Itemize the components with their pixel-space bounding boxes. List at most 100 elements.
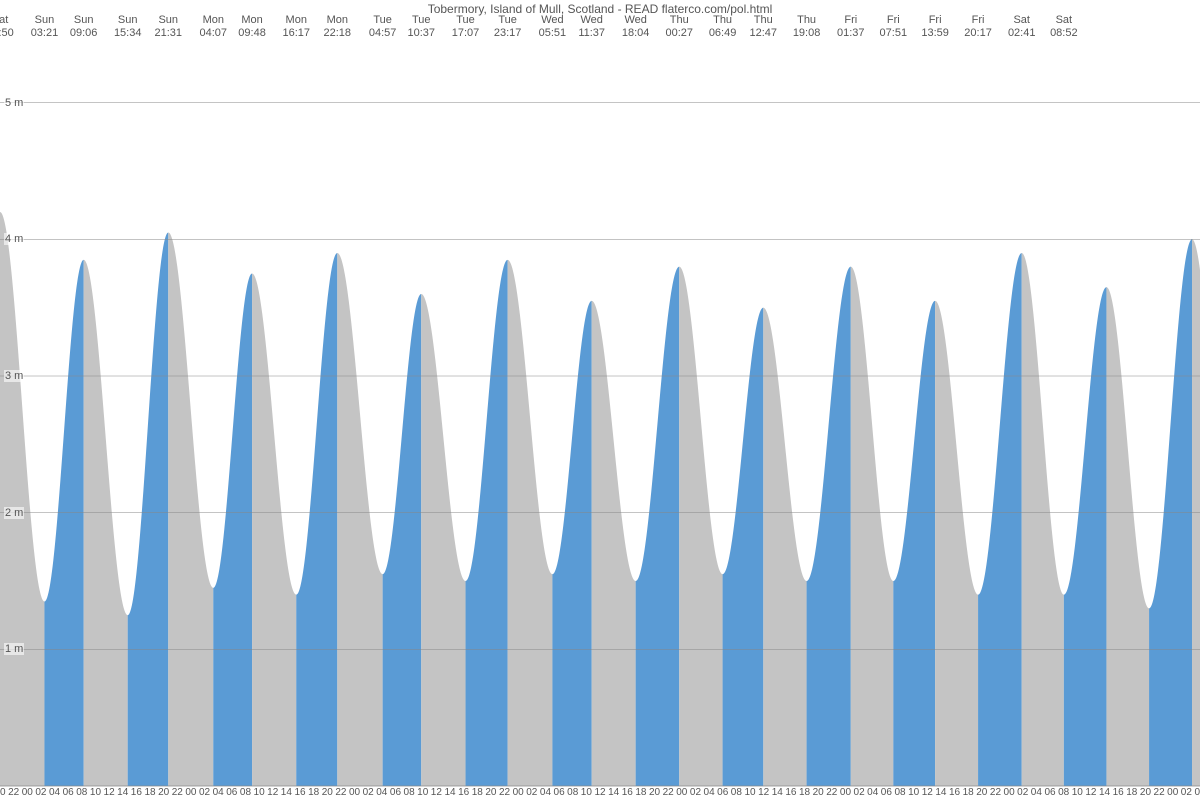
hour-tick-label: 02 (363, 787, 374, 798)
hour-tick-label: 08 (1058, 787, 1069, 798)
hour-tick-label: 00 (1167, 787, 1178, 798)
extreme-day: Fri (880, 14, 908, 27)
hour-tick-label: 04 (1194, 787, 1200, 798)
hour-tick-label: 16 (294, 787, 305, 798)
extreme-day: Sat (0, 14, 14, 27)
tide-segment (84, 260, 128, 786)
extreme-label: Fri20:17 (964, 14, 992, 40)
extreme-time: 10:37 (407, 27, 435, 40)
extreme-time: 13:59 (921, 27, 949, 40)
hour-tick-label: 06 (554, 787, 565, 798)
hour-tick-label: 06 (390, 787, 401, 798)
tide-segment (1022, 253, 1064, 786)
top-axis-labels: Sat20:50Sun03:21Sun09:06Sun15:34Sun21:31… (0, 14, 1200, 44)
hour-tick-label: 06 (881, 787, 892, 798)
extreme-label: Mon22:18 (324, 14, 352, 40)
extreme-time: 04:57 (369, 27, 397, 40)
hour-tick-label: 10 (417, 787, 428, 798)
hour-tick-label: 08 (240, 787, 251, 798)
y-tick-label: 2 m (4, 507, 24, 519)
extreme-label: Sun21:31 (155, 14, 183, 40)
extreme-label: Sun09:06 (70, 14, 98, 40)
extreme-time: 19:08 (793, 27, 821, 40)
extreme-time: 20:17 (964, 27, 992, 40)
hour-tick-label: 22 (663, 787, 674, 798)
hour-tick-label: 10 (254, 787, 265, 798)
tide-segment (168, 233, 213, 787)
tide-segment (592, 301, 636, 786)
tide-segment (636, 267, 680, 786)
hour-tick-label: 08 (76, 787, 87, 798)
hour-tick-label: 12 (267, 787, 278, 798)
extreme-day: Wed (578, 14, 605, 27)
extreme-label: Wed18:04 (622, 14, 650, 40)
extreme-day: Mon (324, 14, 352, 27)
hour-tick-label: 22 (499, 787, 510, 798)
extreme-time: 12:47 (750, 27, 778, 40)
y-tick-label: 3 m (4, 370, 24, 382)
hour-tick-label: 02 (199, 787, 210, 798)
extreme-day: Sun (114, 14, 142, 27)
tide-segment (893, 301, 935, 786)
hour-tick-label: 08 (731, 787, 742, 798)
extreme-day: Wed (622, 14, 650, 27)
hour-tick-label: 18 (472, 787, 483, 798)
hour-tick-label: 06 (226, 787, 237, 798)
hour-tick-label: 06 (717, 787, 728, 798)
hour-tick-label: 20 (485, 787, 496, 798)
extreme-day: Tue (369, 14, 397, 27)
hour-tick-label: 02 (1017, 787, 1028, 798)
extreme-time: 03:21 (31, 27, 59, 40)
extreme-day: Tue (494, 14, 522, 27)
hour-tick-label: 16 (1113, 787, 1124, 798)
extreme-time: 05:51 (539, 27, 567, 40)
hour-tick-label: 00 (840, 787, 851, 798)
bottom-axis-labels: 2022000204060810121416182022000204060810… (0, 787, 1200, 800)
extreme-day: Fri (837, 14, 865, 27)
hour-tick-label: 14 (772, 787, 783, 798)
hour-tick-label: 16 (785, 787, 796, 798)
extreme-time: 11:37 (578, 27, 605, 40)
extreme-day: Fri (921, 14, 949, 27)
tide-segment (466, 260, 508, 786)
extreme-day: Tue (407, 14, 435, 27)
tide-segment (44, 260, 83, 786)
tide-segment (508, 260, 553, 786)
tide-segment (807, 267, 851, 786)
tide-segment (723, 308, 764, 786)
hour-tick-label: 00 (676, 787, 687, 798)
hour-tick-label: 06 (1044, 787, 1055, 798)
hour-tick-label: 14 (281, 787, 292, 798)
hour-tick-label: 18 (308, 787, 319, 798)
tide-segment (252, 274, 296, 787)
extreme-label: Wed05:51 (539, 14, 567, 40)
hour-tick-label: 08 (894, 787, 905, 798)
extreme-time: 00:27 (665, 27, 693, 40)
hour-tick-label: 04 (49, 787, 60, 798)
hour-tick-label: 04 (704, 787, 715, 798)
hour-tick-label: 14 (608, 787, 619, 798)
extreme-day: Sat (1008, 14, 1036, 27)
tide-segment (213, 274, 252, 787)
extreme-label: Mon16:17 (282, 14, 310, 40)
hour-tick-label: 20 (813, 787, 824, 798)
extreme-label: Tue17:07 (452, 14, 480, 40)
extreme-label: Tue04:57 (369, 14, 397, 40)
hour-tick-label: 16 (622, 787, 633, 798)
hour-tick-label: 02 (690, 787, 701, 798)
hour-tick-label: 04 (867, 787, 878, 798)
tide-segment (128, 233, 169, 787)
hour-tick-label: 02 (526, 787, 537, 798)
hour-tick-label: 22 (1154, 787, 1165, 798)
hour-tick-label: 18 (799, 787, 810, 798)
hour-tick-label: 10 (908, 787, 919, 798)
extreme-label: Fri13:59 (921, 14, 949, 40)
hour-tick-label: 10 (744, 787, 755, 798)
hour-tick-label: 20 (976, 787, 987, 798)
extreme-time: 18:04 (622, 27, 650, 40)
tide-segment (0, 212, 44, 786)
extreme-day: Sun (70, 14, 98, 27)
hour-tick-label: 16 (458, 787, 469, 798)
hour-tick-label: 00 (349, 787, 360, 798)
extreme-time: 23:17 (494, 27, 522, 40)
